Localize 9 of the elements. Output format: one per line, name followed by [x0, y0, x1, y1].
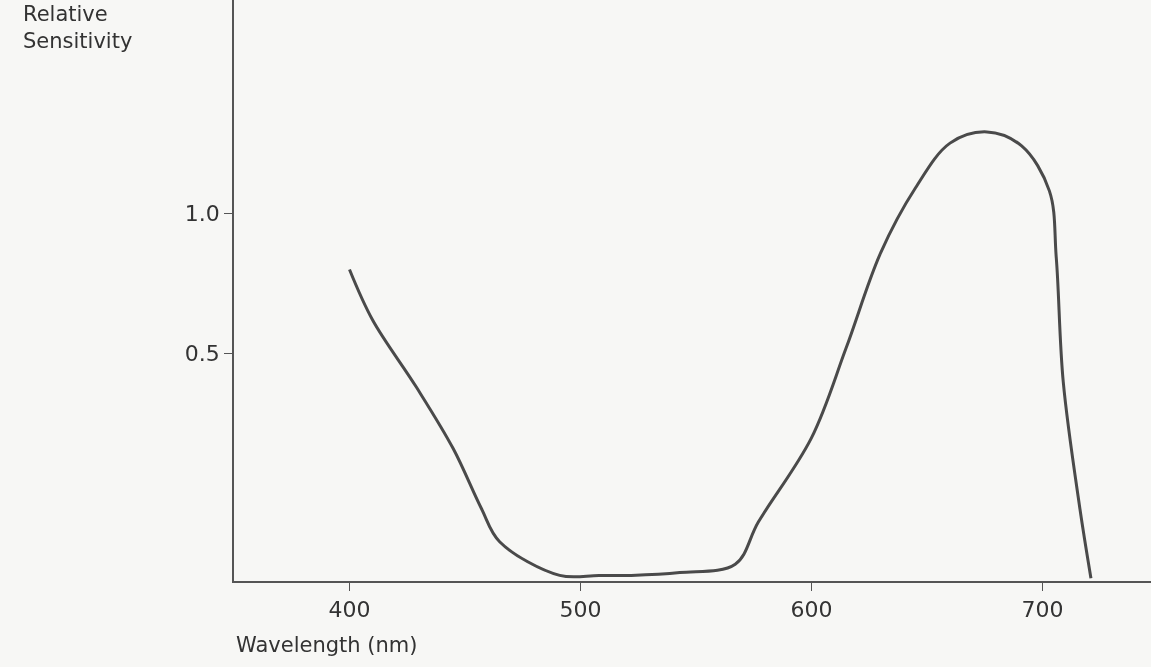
x-tick-label: 700 — [1021, 597, 1064, 623]
x-tick-label: 500 — [559, 597, 602, 623]
x-tick-label: 400 — [328, 597, 371, 623]
line-series — [347, 130, 1093, 580]
y-axis-title: Relative Sensitivity — [23, 2, 133, 54]
y-tick-label: 1.0 — [184, 201, 220, 227]
x-tick-label: 600 — [790, 597, 833, 623]
x-axis-title: Wavelength (nm) — [236, 633, 418, 657]
y-tick-label: 0.5 — [184, 341, 220, 367]
